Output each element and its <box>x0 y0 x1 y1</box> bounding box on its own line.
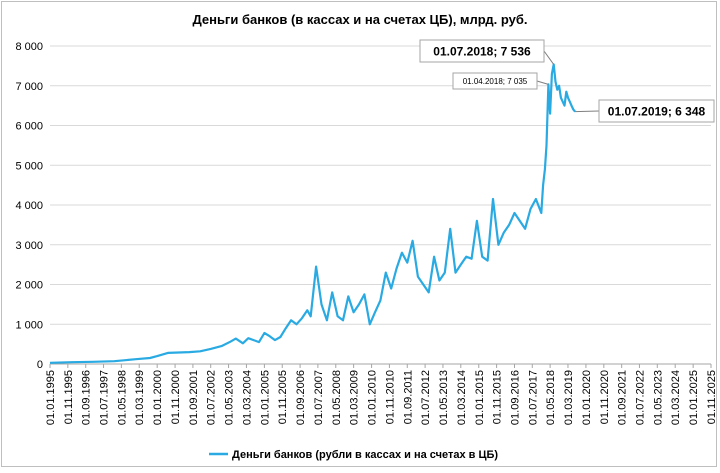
x-tick-label: 01.09.2001 <box>188 370 200 425</box>
x-tick-label: 01.03.2024 <box>670 370 682 425</box>
x-tick-label: 01.11.2020 <box>599 370 611 424</box>
series-layer <box>49 63 576 364</box>
x-tick-label: 01.01.2015 <box>474 370 486 425</box>
x-tick-label: 01.03.1999 <box>134 370 146 425</box>
x-tick-label: 01.09.2006 <box>295 370 307 425</box>
x-tick-label: 01.09.2021 <box>617 370 629 425</box>
x-axis-ticks: 01.01.1995 01.11.1995 01.09.1996 01.07.1997… <box>45 364 718 425</box>
x-tick-label: 01.11.2015 <box>492 370 504 424</box>
x-tick-label: 01.03.2019 <box>563 370 575 425</box>
x-tick-label: 01.05.1998 <box>116 370 128 425</box>
x-tick-label: 01.09.2011 <box>402 370 414 424</box>
x-tick-label: 01.05.2013 <box>438 370 450 425</box>
x-tick-label: 01.07.2002 <box>206 370 218 425</box>
x-tick-label: 01.07.1997 <box>99 370 111 425</box>
gridlines <box>50 45 711 365</box>
annotation-leader <box>543 50 555 65</box>
annotation-leader <box>536 80 549 85</box>
x-tick-label: 01.11.2005 <box>277 370 289 424</box>
x-tick-label: 01.07.2007 <box>313 370 325 425</box>
x-tick-label: 01.03.2004 <box>241 370 253 425</box>
annotation-label: 01.04.2018; 7 035 <box>463 77 528 86</box>
y-axis-ticks: 0 1 000 2 000 3 000 4 000 5 000 6 000 7 000 8 00… <box>15 41 43 371</box>
x-tick-label: 01.01.2020 <box>581 370 593 425</box>
y-tick-label: 7 000 <box>15 81 43 93</box>
x-tick-label: 01.01.2010 <box>367 370 379 425</box>
x-tick-label: 01.01.2005 <box>259 370 271 425</box>
annotation-box <box>598 99 715 123</box>
chart-title: Деньги банков (в кассах и на счетах ЦБ),… <box>192 12 527 27</box>
x-tick-label: 01.07.2012 <box>420 370 432 425</box>
x-tick-label: 01.09.1996 <box>81 370 93 425</box>
y-tick-label: 2 000 <box>15 280 43 292</box>
annotation-box <box>419 39 545 63</box>
y-tick-label: 5 000 <box>15 160 43 172</box>
x-tick-label: 01.05.2003 <box>224 370 236 425</box>
x-tick-label: 01.07.2022 <box>634 370 646 425</box>
series-line <box>49 63 576 364</box>
x-tick-label: 01.07.2017 <box>527 370 539 425</box>
x-tick-label: 01.11.2000 <box>170 370 182 424</box>
x-tick-label: 01.05.2018 <box>545 370 557 425</box>
x-tick-label: 01.03.2009 <box>349 370 361 425</box>
y-tick-label: 8 000 <box>15 41 43 53</box>
annotations: 01.07.2018; 7 536 01.04.2018; 7 035 01.07.… <box>419 39 715 123</box>
x-tick-label: 01.01.2025 <box>688 370 700 425</box>
line-chart: Деньги банков (в кассах и на счетах ЦБ),… <box>15 12 718 461</box>
x-tick-label: 01.03.2014 <box>456 370 468 425</box>
y-tick-label: 0 <box>37 359 43 371</box>
x-tick-label: 01.09.2016 <box>509 370 521 425</box>
x-tick-label: 01.05.2023 <box>652 370 664 425</box>
x-tick-label: 01.11.2025 <box>706 370 718 424</box>
y-tick-label: 4 000 <box>15 200 43 212</box>
y-tick-label: 1 000 <box>15 319 43 331</box>
annotation-label: 01.07.2019; 6 348 <box>608 104 706 118</box>
annotation-label: 01.07.2018; 7 536 <box>433 44 531 58</box>
x-tick-label: 01.01.2000 <box>152 370 164 425</box>
y-tick-label: 6 000 <box>15 121 43 133</box>
annotation-leader <box>575 110 600 113</box>
legend: Деньги банков (рубли в кассах и на счета… <box>209 449 498 461</box>
annotation-box <box>452 72 538 90</box>
x-tick-label: 01.11.1995 <box>63 370 75 424</box>
x-tick-label: 01.05.2008 <box>331 370 343 425</box>
x-tick-label: 01.11.2010 <box>384 370 396 424</box>
legend-label: Деньги банков (рубли в кассах и на счета… <box>232 449 498 461</box>
y-tick-label: 3 000 <box>15 240 43 252</box>
x-tick-label: 01.01.1995 <box>45 370 57 425</box>
